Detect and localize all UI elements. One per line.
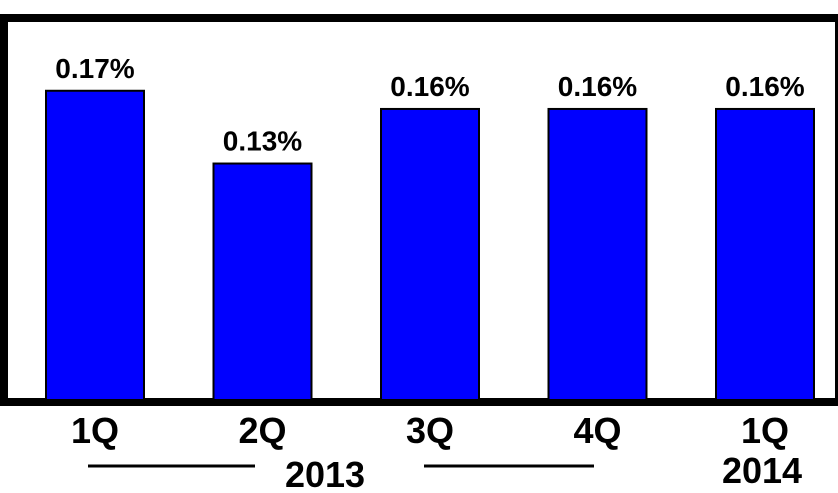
x-tick-label-2: 2Q — [238, 410, 286, 451]
bar-1 — [45, 89, 145, 401]
bar-2 — [212, 162, 313, 401]
data-label-4: 0.16% — [558, 71, 637, 102]
x-axis-ticks: 1Q 2Q 3Q 4Q 1Q — [71, 410, 789, 451]
year-label-2013: 2013 — [285, 454, 365, 493]
data-label-2: 0.13% — [223, 126, 302, 157]
x-tick-label-5: 1Q — [741, 410, 789, 451]
data-label-1: 0.17% — [55, 53, 134, 84]
x-tick-label-3: 3Q — [406, 410, 454, 451]
x-tick-label-1: 1Q — [71, 410, 119, 451]
year-groups: 2013 2014 — [88, 450, 802, 493]
data-label-5: 0.16% — [725, 71, 804, 102]
year-label-2014: 2014 — [722, 450, 802, 491]
plot-frame — [0, 14, 838, 406]
bar-3 — [380, 107, 480, 401]
x-tick-label-4: 4Q — [573, 410, 621, 451]
labels-layer: 0.17% 0.13% 0.16% 0.16% 0.16% — [55, 53, 804, 157]
bars-layer — [45, 89, 815, 401]
bar-5 — [715, 107, 815, 401]
data-label-3: 0.16% — [390, 71, 469, 102]
bar-4 — [547, 107, 648, 401]
